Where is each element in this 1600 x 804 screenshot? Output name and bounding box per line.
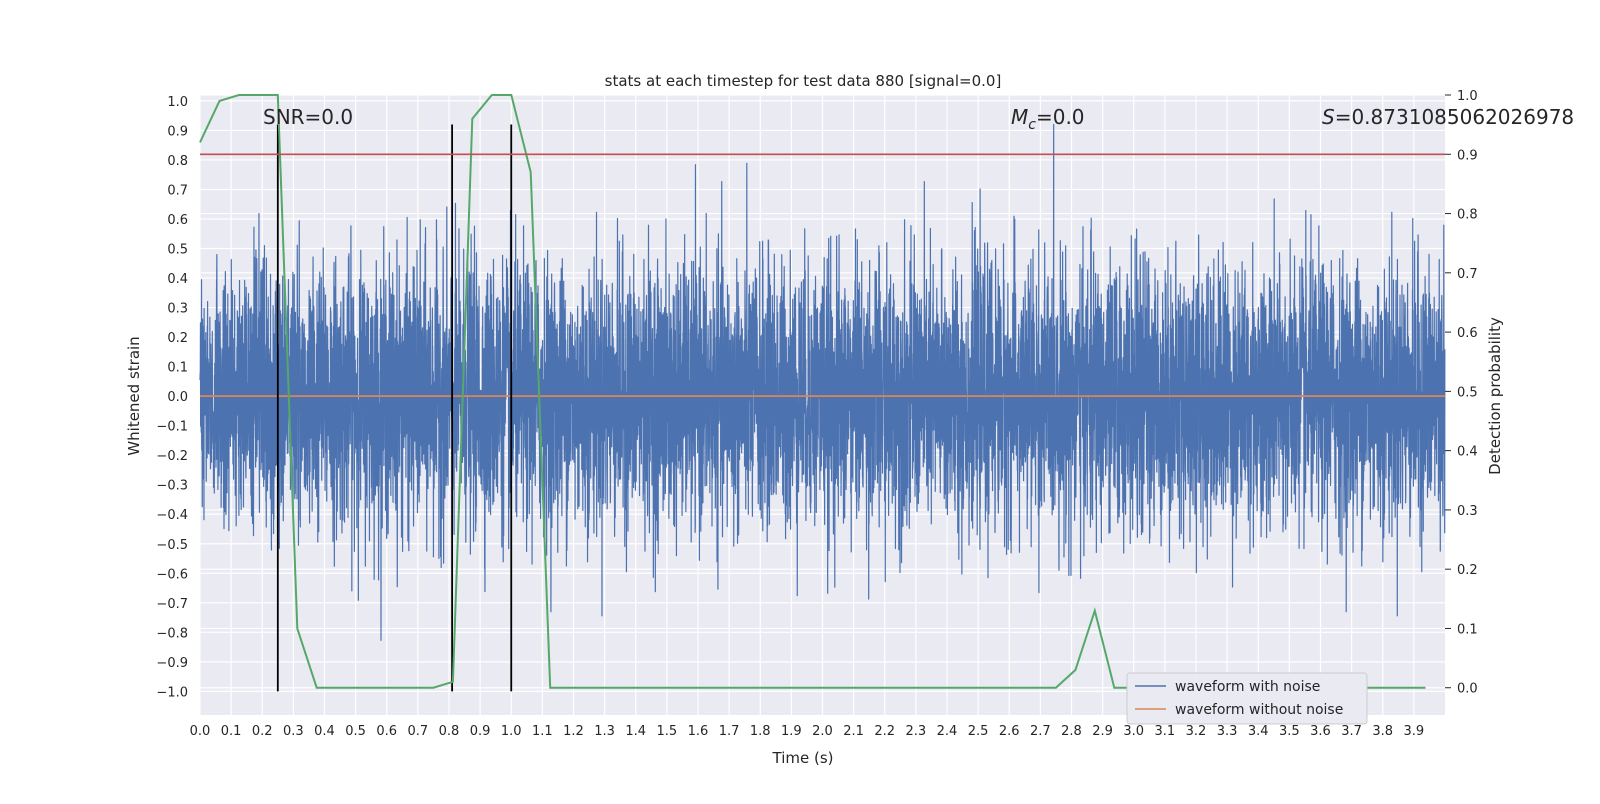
x-tick-label: 1.1 — [532, 724, 553, 739]
y2-tick-label: 0.2 — [1457, 563, 1478, 578]
x-tick-label: 3.5 — [1279, 724, 1300, 739]
x-tick-label: 2.4 — [937, 724, 958, 739]
x-axis-label: Time (s) — [772, 749, 834, 767]
x-tick-label: 3.7 — [1341, 724, 1362, 739]
x-tick-label: 2.5 — [968, 724, 989, 739]
annotation-score-value: =0.8731085062026978 — [1335, 105, 1574, 129]
x-tick-label: 1.2 — [563, 724, 584, 739]
legend-box — [1126, 672, 1368, 725]
annotation-score: S=0.8731085062026978 — [1322, 105, 1574, 129]
x-tick-label: 1.0 — [501, 724, 522, 739]
y-tick-label: 0.2 — [167, 331, 188, 346]
annotation-snr: SNR=0.0 — [263, 105, 353, 129]
x-tick-label: 3.0 — [1123, 724, 1144, 739]
y-tick-label: 0.0 — [167, 390, 188, 405]
y2-tick-label: 0.4 — [1457, 445, 1478, 460]
y-tick-label: 0.6 — [167, 213, 188, 228]
x-tick-label: 2.2 — [874, 724, 895, 739]
y-tick-label: −0.6 — [156, 567, 188, 582]
y-tick-label: 0.1 — [167, 361, 188, 376]
y-tick-label: −0.8 — [156, 626, 188, 641]
x-tick-label: 1.5 — [657, 724, 678, 739]
x-tick-label: 3.1 — [1155, 724, 1176, 739]
y-tick-label: −0.7 — [156, 597, 188, 612]
y2-tick-label: 0.1 — [1457, 622, 1478, 637]
y-tick-label: 0.4 — [167, 272, 188, 287]
x-tick-label: 0.8 — [439, 724, 460, 739]
y2-tick-label: 0.3 — [1457, 504, 1478, 519]
x-tick-label: 2.7 — [1030, 724, 1051, 739]
y2-tick-label: 0.0 — [1457, 682, 1478, 697]
x-tick-label: 1.4 — [625, 724, 646, 739]
x-tick-label: 3.9 — [1404, 724, 1425, 739]
x-tick-label: 2.9 — [1092, 724, 1113, 739]
x-tick-label: 3.3 — [1217, 724, 1238, 739]
x-tick-label: 0.3 — [283, 724, 304, 739]
x-tick-label: 2.1 — [843, 724, 864, 739]
y-axis-ticks: −1.0 −0.9 −0.8 −0.7 −0.6 −0.5 −0.4 −0.3 −0.2 −0.1… — [156, 95, 188, 700]
y-tick-label: 0.3 — [167, 302, 188, 317]
legend: waveform with noise waveform without noi… — [1126, 672, 1368, 725]
y2-tick-label: 0.5 — [1457, 385, 1478, 400]
x-tick-label: 0.5 — [345, 724, 366, 739]
y-tick-label: 0.8 — [167, 154, 188, 169]
x-tick-label: 3.2 — [1186, 724, 1207, 739]
x-tick-label: 2.6 — [999, 724, 1020, 739]
y2-axis-label: Detection probability — [1486, 317, 1504, 475]
noise-waveform-path — [199, 123, 1446, 641]
series-waveform-with-noise — [199, 123, 1446, 641]
x-tick-label: 1.7 — [719, 724, 740, 739]
x-tick-label: 3.8 — [1372, 724, 1393, 739]
x-axis-ticks: 0.0 0.1 0.2 0.3 0.4 0.5 0.6 0.7 0.8 0.9 1.0 1.1 1.2 1… — [190, 724, 1425, 739]
annotation-chirp-mass-symbol: M — [1011, 105, 1028, 129]
y-tick-label: −0.4 — [156, 508, 188, 523]
annotation-chirp-mass-value: =0.0 — [1036, 105, 1085, 129]
x-tick-label: 0.7 — [408, 724, 429, 739]
y2-tick-label: 0.6 — [1457, 326, 1478, 341]
x-tick-label: 2.8 — [1061, 724, 1082, 739]
x-tick-label: 0.4 — [314, 724, 335, 739]
x-tick-label: 0.9 — [470, 724, 491, 739]
y-tick-label: −0.5 — [156, 538, 188, 553]
y-tick-label: −0.3 — [156, 479, 188, 494]
y-tick-label: −0.1 — [156, 420, 188, 435]
x-tick-label: 1.8 — [750, 724, 771, 739]
x-tick-label: 0.6 — [376, 724, 397, 739]
annotation-score-symbol: S — [1322, 105, 1335, 129]
x-tick-label: 0.0 — [190, 724, 211, 739]
marker-lines — [276, 124, 513, 692]
x-tick-label: 0.1 — [221, 724, 242, 739]
y2-tick-label: 0.9 — [1457, 148, 1478, 163]
y-tick-label: 1.0 — [167, 95, 188, 110]
legend-label-clean: waveform without noise — [1175, 702, 1343, 718]
y-tick-label: 0.7 — [167, 183, 188, 198]
y-tick-label: 0.9 — [167, 124, 188, 139]
x-tick-label: 1.9 — [781, 724, 802, 739]
x-tick-label: 1.3 — [594, 724, 615, 739]
y-tick-label: 0.5 — [167, 243, 188, 258]
chart-title: stats at each timestep for test data 880… — [605, 72, 1002, 90]
x-tick-label: 3.4 — [1248, 724, 1269, 739]
x-tick-label: 2.0 — [812, 724, 833, 739]
y-tick-label: −0.2 — [156, 449, 188, 464]
y2-tick-label: 1.0 — [1457, 89, 1478, 104]
y-axis-label: Whitened strain — [125, 336, 143, 455]
legend-label-noise: waveform with noise — [1175, 679, 1320, 695]
y2-axis-ticks: 0.0 0.1 0.2 0.3 0.4 0.5 0.6 0.7 0.8 0.9 1.0 — [1445, 89, 1478, 697]
y2-tick-label: 0.7 — [1457, 267, 1478, 282]
x-tick-label: 1.6 — [688, 724, 709, 739]
annotation-chirp-mass: Mc=0.0 — [1011, 105, 1085, 133]
annotation-chirp-mass-sub: c — [1028, 117, 1036, 133]
y-tick-label: −0.9 — [156, 656, 188, 671]
y2-tick-label: 0.8 — [1457, 208, 1478, 223]
y-tick-label: −1.0 — [156, 685, 188, 700]
x-tick-label: 3.6 — [1310, 724, 1331, 739]
x-tick-label: 2.3 — [906, 724, 927, 739]
x-tick-label: 0.2 — [252, 724, 273, 739]
